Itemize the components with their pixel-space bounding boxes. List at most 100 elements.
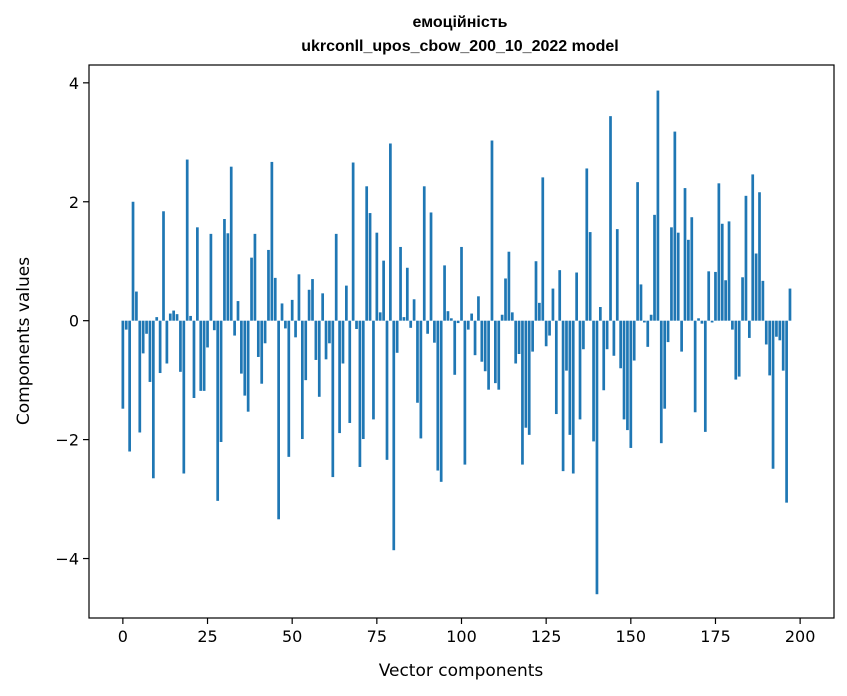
bar-49 — [287, 320, 291, 457]
bar-156 — [649, 314, 653, 321]
bar-7 — [145, 320, 148, 334]
bar-123 — [538, 302, 541, 321]
bar-109 — [490, 140, 494, 321]
bar-64 — [338, 320, 341, 434]
bar-100 — [460, 246, 463, 321]
bar-160 — [663, 320, 667, 409]
x-tick-label: 150 — [616, 627, 647, 646]
x-tick-label: 100 — [446, 627, 477, 646]
bar-33 — [233, 320, 236, 336]
bar-173 — [707, 271, 711, 321]
bar-78 — [385, 320, 389, 460]
bar-35 — [240, 320, 243, 374]
bar-104 — [473, 320, 477, 356]
bar-136 — [582, 320, 585, 350]
bar-87 — [416, 320, 419, 403]
bar-1 — [124, 320, 128, 330]
bar-163 — [673, 131, 677, 321]
bar-124 — [541, 177, 545, 321]
bar-44 — [270, 161, 274, 321]
bar-188 — [758, 192, 761, 321]
bar-57 — [314, 320, 318, 360]
bar-3 — [131, 201, 135, 321]
bar-38 — [250, 257, 253, 321]
bar-95 — [443, 265, 446, 321]
y-tick-label: 0 — [69, 312, 79, 331]
bar-52 — [297, 274, 301, 321]
bar-75 — [375, 232, 379, 321]
bar-80 — [392, 320, 396, 551]
bar-54 — [304, 320, 308, 381]
bar-131 — [565, 320, 568, 371]
bar-181 — [734, 320, 738, 380]
x-ticks: 0 25 50 75 100 125 150 175 200 — [118, 618, 816, 646]
bar-167 — [687, 239, 690, 321]
bar-17 — [179, 320, 182, 372]
bar-142 — [602, 320, 606, 391]
y-ticks: −4 −2 0 2 4 — [55, 74, 89, 569]
bar-139 — [592, 320, 595, 442]
bar-161 — [666, 320, 670, 343]
bar-143 — [605, 320, 609, 350]
bar-152 — [636, 182, 639, 321]
bar-31 — [226, 233, 230, 321]
bar-20 — [189, 315, 192, 321]
bar-189 — [761, 280, 765, 321]
bar-158 — [656, 90, 660, 321]
bar-21 — [192, 320, 196, 398]
bar-50 — [290, 299, 294, 321]
bar-101 — [463, 320, 467, 465]
bar-15 — [172, 310, 176, 321]
bar-12 — [162, 211, 165, 321]
bar-113 — [504, 278, 507, 321]
bar-134 — [575, 272, 578, 321]
bar-65 — [341, 320, 345, 364]
bar-116 — [514, 320, 518, 364]
bar-46 — [277, 320, 280, 520]
bar-16 — [175, 314, 179, 321]
bar-133 — [571, 320, 575, 474]
bar-127 — [551, 288, 555, 321]
bar-148 — [622, 320, 626, 420]
bar-79 — [389, 143, 392, 321]
bar-96 — [446, 311, 450, 321]
bar-70 — [358, 320, 362, 467]
bar-190 — [764, 320, 768, 345]
bar-169 — [693, 320, 697, 413]
bar-157 — [653, 214, 656, 321]
bar-30 — [223, 219, 226, 321]
bar-196 — [785, 320, 788, 503]
bar-2 — [128, 320, 131, 452]
bar-86 — [412, 299, 416, 321]
bar-69 — [355, 320, 358, 330]
y-tick-label: −2 — [55, 431, 79, 450]
bar-53 — [300, 320, 304, 440]
x-tick-label: 200 — [785, 627, 816, 646]
bar-81 — [395, 320, 399, 353]
bar-83 — [402, 317, 406, 321]
bar-166 — [683, 188, 687, 321]
bar-89 — [422, 186, 426, 321]
bar-153 — [639, 284, 643, 321]
bar-138 — [588, 232, 592, 321]
bar-165 — [680, 320, 683, 352]
bar-94 — [439, 320, 443, 482]
bar-121 — [531, 320, 534, 352]
bar-110 — [494, 320, 497, 384]
y-axis-label: Components values — [14, 257, 34, 425]
x-tick-label: 25 — [197, 627, 217, 646]
bar-73 — [368, 213, 372, 321]
bar-9 — [151, 320, 155, 479]
bar-177 — [720, 223, 724, 321]
bar-28 — [216, 320, 220, 501]
bar-67 — [348, 320, 352, 423]
x-tick-label: 75 — [367, 627, 387, 646]
bar-42 — [263, 320, 267, 344]
bar-19 — [185, 159, 189, 321]
bar-45 — [273, 277, 277, 321]
bar-194 — [778, 320, 782, 341]
bar-26 — [209, 233, 213, 321]
bar-180 — [731, 320, 734, 330]
bar-61 — [328, 320, 331, 344]
